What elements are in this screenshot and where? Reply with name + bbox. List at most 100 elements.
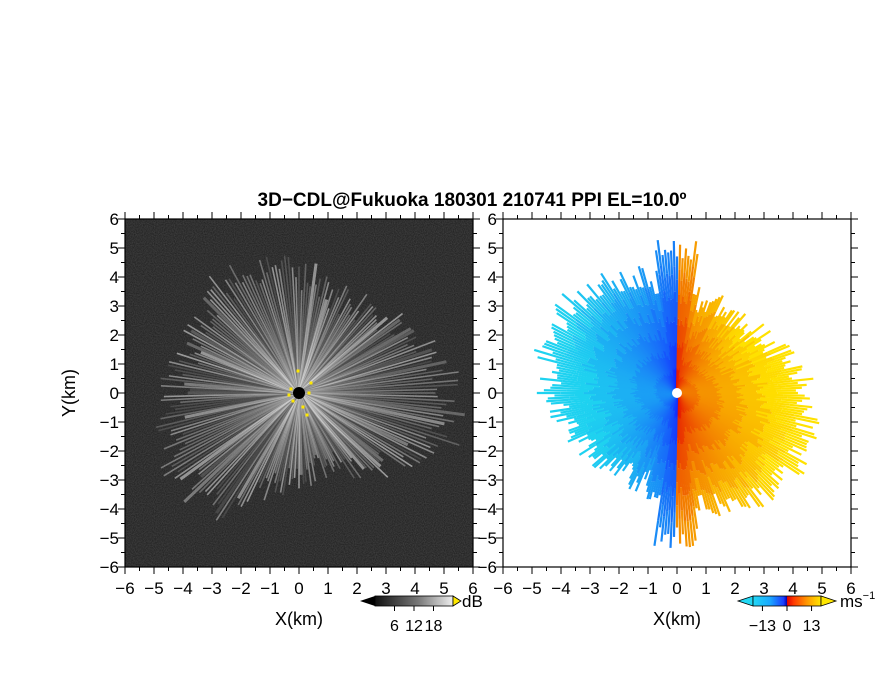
- velocity-beam: [557, 376, 578, 382]
- echo-markers: [287, 369, 313, 417]
- velocity-beam: [736, 488, 751, 509]
- velocity-beam: [747, 405, 771, 412]
- velocity-beam: [593, 365, 616, 374]
- velocity-beam: [639, 443, 649, 458]
- velocity-beam: [746, 414, 771, 425]
- velocity-beam: [713, 439, 729, 458]
- velocity-beam: [694, 325, 702, 340]
- velocity-beam: [639, 294, 649, 316]
- velocity-beam: [622, 329, 638, 347]
- y-tick-label: −6: [478, 558, 497, 577]
- velocity-beam: [574, 318, 597, 335]
- echo-marker: [291, 399, 295, 403]
- velocity-beam: [596, 436, 611, 448]
- intensity-ticks: −6 −5 −4 −3 −2 −1 0 1 2 3 4 5 6 6 5 4 3 2 1 0 −1 −2 −3 −4 −5 −6: [100, 210, 480, 598]
- velocity-beam: [566, 350, 589, 362]
- velocity-beam: [728, 352, 743, 363]
- velocity-beam: [578, 432, 596, 443]
- velocity-beam: [605, 440, 622, 455]
- velocity-beam: [605, 423, 621, 434]
- velocity-beam: [674, 316, 678, 343]
- velocity-beam: [665, 467, 671, 493]
- velocity-beam: [626, 326, 641, 345]
- velocity-beam: [695, 470, 703, 491]
- velocity-beam: [684, 326, 690, 344]
- velocity-beam: [780, 409, 803, 416]
- velocity-beam: [737, 432, 760, 449]
- velocity-beam: [556, 363, 578, 371]
- velocity-beam: [761, 404, 783, 410]
- velocity-beam: [632, 317, 646, 338]
- velocity-beam: [555, 308, 577, 324]
- velocity-beam: [714, 323, 726, 339]
- velocity-beam: [551, 323, 574, 337]
- velocity-beam: [601, 294, 616, 312]
- velocity-beam: [767, 343, 787, 354]
- velocity-beam: [637, 266, 647, 288]
- velocity-beam: [656, 445, 664, 464]
- velocity-beam: [587, 297, 604, 315]
- velocity-beam: [664, 510, 669, 535]
- velocity-beam: [694, 286, 701, 306]
- velocity-beam: [632, 275, 642, 296]
- velocity-beam: [732, 360, 753, 371]
- velocity-beam: [595, 369, 617, 378]
- velocity-beam: [784, 383, 807, 388]
- velocity-beam: [767, 401, 790, 406]
- velocity-beam: [620, 424, 636, 437]
- velocity-beam: [698, 327, 709, 345]
- velocity-beam: [750, 430, 771, 443]
- velocity-beam: [733, 363, 754, 373]
- velocity-beam: [739, 432, 763, 448]
- velocity-beam: [539, 377, 563, 383]
- velocity-beam: [739, 453, 757, 471]
- velocity-beam: [781, 398, 803, 402]
- velocity-beam: [648, 481, 656, 500]
- velocity-beam: [777, 453, 799, 468]
- velocity-beam: [705, 466, 715, 486]
- velocity-beam: [588, 359, 612, 370]
- velocity-beam: [776, 400, 797, 405]
- y-tick-label: 0: [110, 384, 119, 403]
- velocity-colorbar-unit-base: ms: [840, 592, 863, 611]
- velocity-beam: [719, 449, 736, 470]
- velocity-beam: [562, 379, 586, 385]
- velocity-beam: [685, 255, 690, 279]
- velocity-beam: [569, 425, 588, 435]
- velocity-beam: [717, 324, 730, 340]
- velocity-beam: [572, 334, 595, 349]
- velocity-beam: [740, 401, 762, 407]
- velocity-beam: [551, 326, 573, 340]
- velocity-beam: [667, 510, 671, 535]
- velocity-beam: [682, 469, 687, 496]
- velocity-beam: [628, 472, 639, 490]
- echo-marker: [309, 381, 313, 385]
- intensity-ylabel: Y(km): [59, 369, 79, 417]
- velocity-beam: [649, 457, 656, 471]
- colorbar-tick-label: 12: [405, 618, 423, 635]
- velocity-beam: [761, 453, 780, 468]
- velocity-beam: [585, 339, 605, 352]
- echo-marker: [289, 387, 293, 391]
- velocity-beam: [659, 265, 666, 292]
- velocity-beam: [671, 298, 676, 322]
- velocity-beam: [609, 324, 628, 343]
- velocity-beam: [666, 316, 672, 343]
- velocity-beam: [717, 481, 729, 500]
- velocity-beam: [688, 491, 694, 517]
- velocity-beam: [584, 333, 605, 348]
- velocity-beam: [629, 463, 639, 480]
- velocity-beam: [556, 415, 577, 423]
- velocity-beam: [645, 304, 654, 323]
- velocity-beam: [603, 349, 623, 363]
- velocity-beam: [587, 430, 604, 441]
- x-tick-label: −4: [551, 579, 570, 598]
- velocity-colorbar-low-arrow: [736, 595, 754, 607]
- velocity-beam: [716, 311, 727, 327]
- velocity-beam: [687, 451, 694, 472]
- velocity-beam: [608, 412, 627, 421]
- velocity-beam: [549, 407, 572, 413]
- y-tick-label: −4: [100, 500, 119, 519]
- velocity-beam: [592, 403, 614, 411]
- velocity-beam: [717, 439, 733, 457]
